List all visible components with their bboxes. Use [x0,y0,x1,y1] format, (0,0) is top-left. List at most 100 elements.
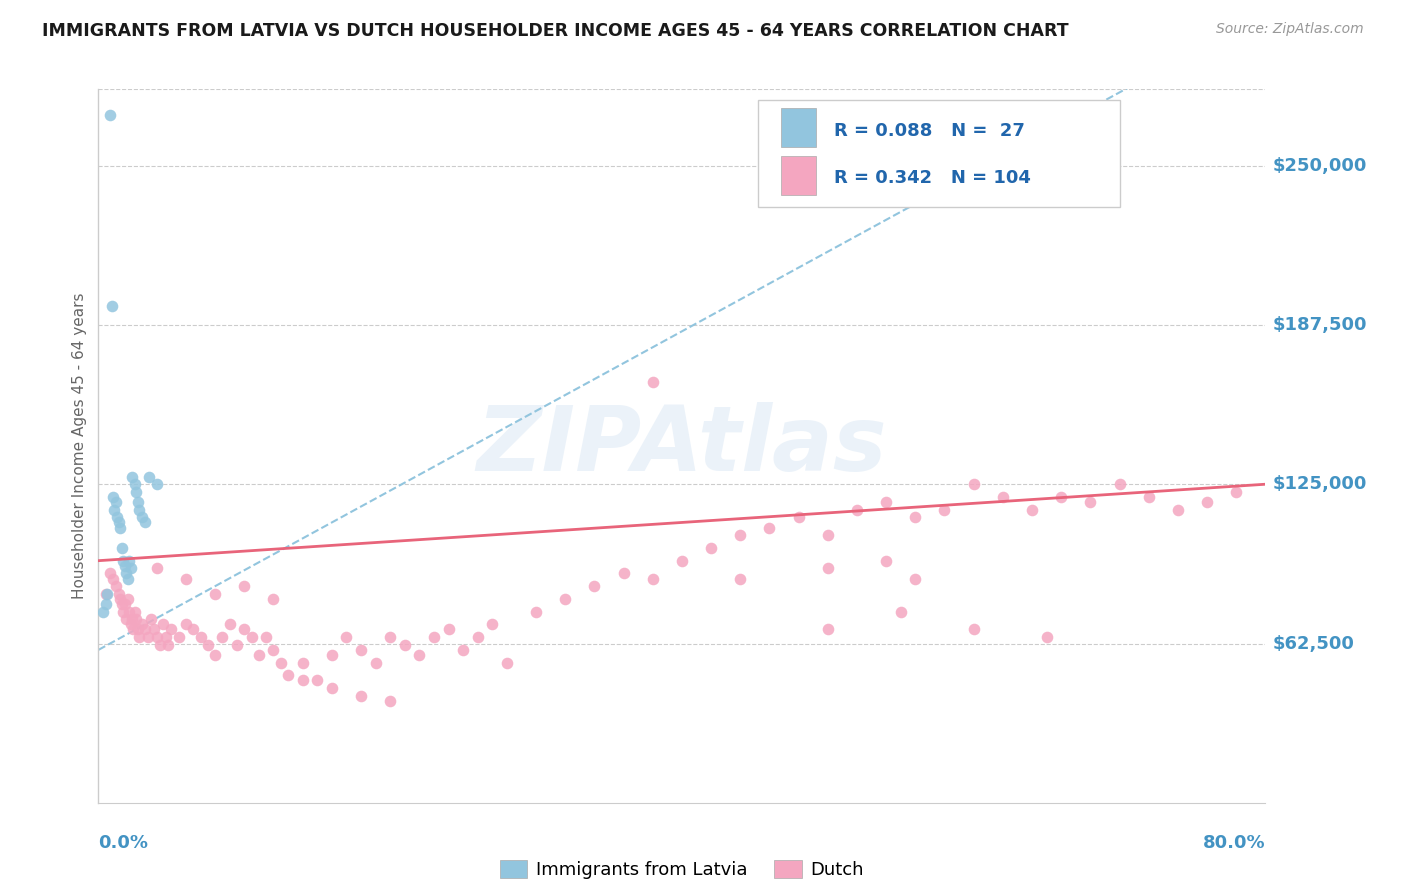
Point [94,587,117,601]
Point [904,510,927,524]
Point [211,630,233,644]
Point [700,541,723,555]
Text: Source: ZipAtlas.com: Source: ZipAtlas.com [1216,22,1364,37]
Point [125,612,148,626]
Point [1035,630,1057,644]
Point [728,528,751,542]
Point [671,554,693,568]
FancyBboxPatch shape [758,100,1119,207]
Point [321,648,343,662]
Point [146,630,169,644]
Point [845,502,868,516]
Point [94,597,117,611]
Point [394,638,416,652]
Point [128,630,150,644]
Point [612,566,634,581]
Point [247,648,270,662]
Point [104,495,127,509]
Point [118,554,141,568]
Point [190,630,212,644]
Point [110,591,132,606]
Point [934,502,956,516]
Point [181,623,204,637]
Point [122,623,145,637]
Point [110,520,132,534]
Point [218,617,240,632]
Point [728,572,751,586]
Point [108,516,131,530]
Point [350,643,373,657]
Point [125,484,148,499]
Point [112,554,135,568]
Point [277,668,299,682]
Point [108,587,131,601]
Point [115,612,138,626]
Text: R = 0.088   N =  27: R = 0.088 N = 27 [834,122,1025,140]
Point [174,572,197,586]
Point [103,502,125,516]
Point [138,469,160,483]
Point [307,673,329,688]
Point [233,623,256,637]
Point [291,673,314,688]
Point [817,561,839,575]
Point [451,643,474,657]
Point [112,605,135,619]
Point [1167,502,1189,516]
Text: R = 0.342   N = 104: R = 0.342 N = 104 [834,169,1031,187]
Point [117,591,139,606]
Point [105,510,128,524]
Point [423,630,446,644]
Point [408,648,430,662]
Point [962,623,984,637]
Text: $125,000: $125,000 [1272,475,1367,493]
Point [127,495,149,509]
Point [524,605,547,619]
Point [146,561,169,575]
Bar [782,156,815,195]
Point [467,630,489,644]
Point [91,605,114,619]
Point [114,558,136,573]
Point [127,623,149,637]
Text: ZIPAtlas: ZIPAtlas [477,402,887,490]
Point [240,630,263,644]
Point [124,605,146,619]
Point [364,656,387,670]
Point [1108,477,1130,491]
Point [1050,490,1073,504]
Text: $187,500: $187,500 [1272,316,1367,334]
Point [157,638,180,652]
Point [134,623,156,637]
Legend: Immigrants from Latvia, Dutch: Immigrants from Latvia, Dutch [492,853,872,887]
Point [204,587,226,601]
Point [174,617,197,632]
Point [904,572,927,586]
Point [117,572,139,586]
Text: 80.0%: 80.0% [1202,834,1265,852]
Point [96,587,118,601]
Point [321,681,343,695]
Point [262,591,284,606]
Point [335,630,357,644]
Point [1021,502,1043,516]
Point [128,502,150,516]
Point [121,612,143,626]
Point [101,572,124,586]
Point [495,656,517,670]
Point [962,477,984,491]
Point [101,490,124,504]
Point [378,630,402,644]
Point [120,561,142,575]
Point [115,566,138,581]
Point [100,299,122,313]
Point [641,376,664,390]
Point [1080,495,1102,509]
Point [875,554,897,568]
Point [890,605,912,619]
Point [875,495,897,509]
Point [114,597,136,611]
Point [437,623,460,637]
Point [98,566,121,581]
Point [98,108,121,122]
